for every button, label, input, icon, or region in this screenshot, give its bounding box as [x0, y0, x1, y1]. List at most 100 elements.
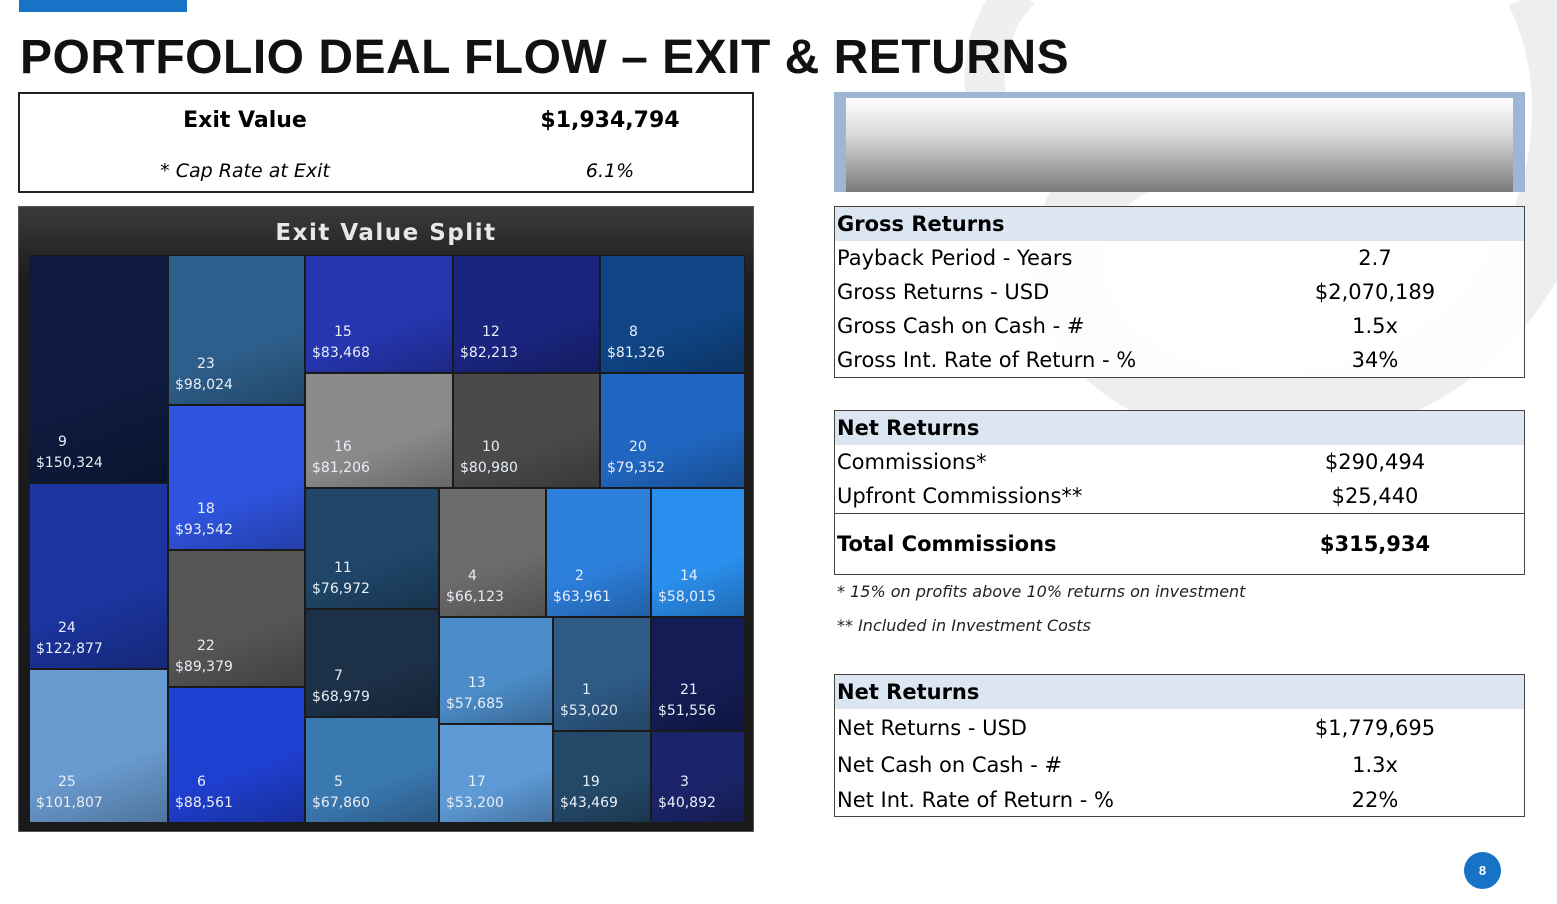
treemap-tile-label: 5 $67,860 [312, 772, 370, 814]
treemap-tile-id: 22 [197, 638, 215, 654]
row-value: 22% [1351, 788, 1399, 812]
treemap-tile-label: 24 $122,877 [36, 618, 103, 660]
commissions-header: Net Returns [835, 411, 1524, 445]
treemap-tile: 15 $83,468 [305, 255, 453, 373]
treemap-tile-value: $63,961 [553, 589, 611, 605]
row-value: $2,070,189 [1314, 280, 1436, 304]
row-label: Net Returns - USD [837, 716, 1027, 740]
treemap-tile-value: $79,352 [607, 460, 665, 476]
treemap-tile-value: $83,468 [312, 345, 370, 361]
treemap-tile-label: 13 $57,685 [446, 673, 504, 715]
total-commissions-row: Total Commissions $315,934 [835, 513, 1524, 574]
treemap-tile-label: 11 $76,972 [312, 558, 370, 600]
treemap-tile-label: 15 $83,468 [312, 322, 370, 364]
treemap-tile-label: 1 $53,020 [560, 680, 618, 722]
treemap-tile-label: 17 $53,200 [446, 772, 504, 814]
row-value: $290,494 [1324, 450, 1426, 474]
treemap-tile-label: 8 $81,326 [607, 322, 665, 364]
accent-bar [19, 0, 187, 12]
treemap-tile-id: 16 [334, 439, 352, 455]
table-row: Net Int. Rate of Return - % 22% [835, 783, 1524, 817]
treemap-tile: 12 $82,213 [453, 255, 600, 373]
treemap-tile-value: $53,020 [560, 703, 618, 719]
treemap-tile-value: $88,561 [175, 795, 233, 811]
treemap-tile: 17 $53,200 [439, 724, 553, 823]
treemap-tile-id: 1 [582, 682, 591, 698]
exit-value-amount: $1,934,794 [540, 108, 680, 133]
treemap-tile-value: $57,685 [446, 696, 504, 712]
treemap-tile-id: 11 [334, 560, 352, 576]
treemap-tile-id: 19 [582, 774, 600, 790]
treemap-tile: 3 $40,892 [651, 731, 745, 823]
treemap-tile-label: 2 $63,961 [553, 566, 611, 608]
treemap-tile: 1 $53,020 [553, 617, 651, 731]
table-row: Gross Int. Rate of Return - % 34% [835, 343, 1524, 377]
row-value: 1.5x [1352, 314, 1398, 338]
treemap-tile-label: 3 $40,892 [658, 772, 716, 814]
treemap-tile: 9 $150,324 [29, 255, 168, 483]
exit-value-label: Exit Value [183, 108, 307, 133]
row-label: Gross Int. Rate of Return - % [837, 348, 1137, 372]
treemap-tile: 21 $51,556 [651, 617, 745, 731]
treemap-tile-id: 18 [197, 501, 215, 517]
table-row: Upfront Commissions** $25,440 [835, 479, 1524, 513]
treemap-tile-label: 16 $81,206 [312, 437, 370, 479]
treemap-tile-label: 20 $79,352 [607, 437, 665, 479]
table-row: Gross Cash on Cash - # 1.5x [835, 309, 1524, 343]
treemap-tile-label: 18 $93,542 [175, 499, 233, 541]
treemap-tile-value: $101,807 [36, 795, 103, 811]
total-value: $315,934 [1319, 532, 1431, 556]
row-value: 34% [1351, 348, 1399, 372]
row-value: $1,779,695 [1314, 716, 1436, 740]
treemap-tile-id: 24 [58, 620, 76, 636]
treemap-tile-value: $89,379 [175, 659, 233, 675]
treemap-tile-id: 6 [197, 774, 206, 790]
treemap-tile: 5 $67,860 [305, 717, 439, 823]
net-returns-header: Net Returns [835, 675, 1524, 709]
table-row: Payback Period - Years 2.7 [835, 241, 1524, 275]
treemap-tile-label: 21 $51,556 [658, 680, 716, 722]
treemap-tile-id: 8 [629, 324, 638, 340]
footnote-commissions: * 15% on profits above 10% returns on in… [837, 582, 1246, 601]
page-number-badge: 8 [1464, 852, 1501, 889]
net-returns-table: Net Returns Net Returns - USD $1,779,695 … [834, 674, 1525, 817]
treemap-title: Exit Value Split [275, 220, 497, 246]
treemap-tile-id: 14 [680, 568, 698, 584]
treemap-tile: 24 $122,877 [29, 483, 168, 669]
treemap-tile-id: 10 [482, 439, 500, 455]
row-label: Upfront Commissions** [837, 484, 1083, 508]
treemap-tile: 10 $80,980 [453, 373, 600, 488]
row-label: Gross Cash on Cash - # [837, 314, 1085, 338]
treemap-tile: 19 $43,469 [553, 731, 651, 823]
treemap-tile-value: $81,206 [312, 460, 370, 476]
treemap-tile-label: 7 $68,979 [312, 666, 370, 708]
treemap-tile: 8 $81,326 [600, 255, 745, 373]
treemap-tile: 14 $58,015 [651, 488, 745, 617]
treemap-tile: 13 $57,685 [439, 617, 553, 724]
row-label: Payback Period - Years [837, 246, 1073, 270]
treemap-tile-label: 14 $58,015 [658, 566, 716, 608]
treemap-tile-value: $81,326 [607, 345, 665, 361]
treemap-tile-id: 12 [482, 324, 500, 340]
row-label: Gross Returns - USD [837, 280, 1050, 304]
treemap-tile-value: $93,542 [175, 522, 233, 538]
treemap-tile-label: 6 $88,561 [175, 772, 233, 814]
treemap-tile-label: 4 $66,123 [446, 566, 504, 608]
treemap-tile-label: 12 $82,213 [460, 322, 518, 364]
treemap-tile: 11 $76,972 [305, 488, 439, 609]
treemap-tile-id: 21 [680, 682, 698, 698]
treemap-tile-label: 19 $43,469 [560, 772, 618, 814]
treemap-tile-value: $80,980 [460, 460, 518, 476]
treemap-tile-value: $58,015 [658, 589, 716, 605]
row-value: 1.3x [1352, 753, 1398, 777]
treemap-tile: 16 $81,206 [305, 373, 453, 488]
header-banner [834, 92, 1525, 192]
treemap-tile-value: $40,892 [658, 795, 716, 811]
treemap-tile-id: 4 [468, 568, 477, 584]
table-row: Commissions* $290,494 [835, 445, 1524, 479]
commissions-table: Net Returns Commissions* $290,494 Upfront… [834, 410, 1525, 575]
row-label: Net Int. Rate of Return - % [837, 788, 1114, 812]
treemap-tile-label: 22 $89,379 [175, 636, 233, 678]
treemap-tile-value: $76,972 [312, 581, 370, 597]
exit-value-split-treemap: Exit Value Split 9 $150,324 24 $122,877 25 $1… [18, 206, 754, 832]
